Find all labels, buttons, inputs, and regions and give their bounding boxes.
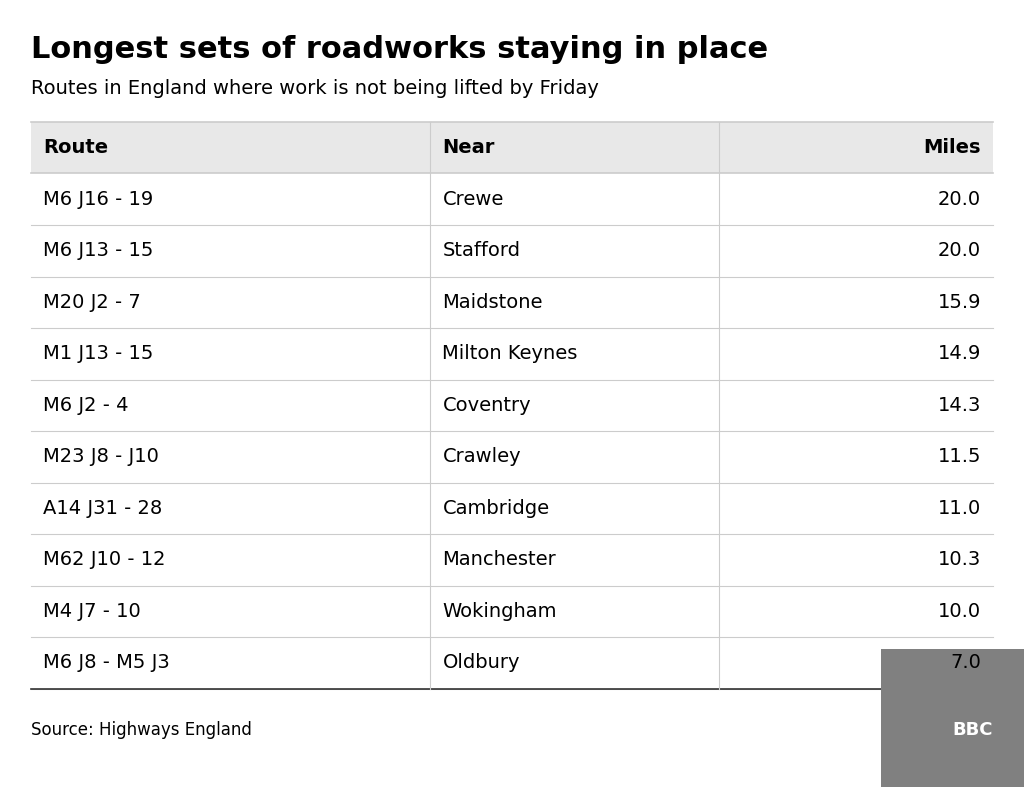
Text: M4 J7 - 10: M4 J7 - 10 (43, 602, 140, 621)
Text: Crewe: Crewe (442, 190, 504, 209)
Text: 11.0: 11.0 (938, 499, 981, 518)
Text: M6 J16 - 19: M6 J16 - 19 (43, 190, 154, 209)
Text: Near: Near (442, 139, 495, 157)
Text: Routes in England where work is not being lifted by Friday: Routes in England where work is not bein… (31, 79, 599, 98)
Text: Oldbury: Oldbury (442, 653, 520, 672)
Text: M1 J13 - 15: M1 J13 - 15 (43, 344, 154, 364)
Text: 10.3: 10.3 (938, 550, 981, 569)
Text: A14 J31 - 28: A14 J31 - 28 (43, 499, 162, 518)
Text: Miles: Miles (924, 139, 981, 157)
Text: Route: Route (43, 139, 109, 157)
Text: 10.0: 10.0 (938, 602, 981, 621)
Text: Wokingham: Wokingham (442, 602, 557, 621)
Text: M6 J2 - 4: M6 J2 - 4 (43, 396, 128, 415)
Text: M62 J10 - 12: M62 J10 - 12 (43, 550, 166, 569)
Text: 20.0: 20.0 (938, 242, 981, 260)
Text: Maidstone: Maidstone (442, 293, 543, 312)
Text: 7.0: 7.0 (950, 653, 981, 672)
Text: Crawley: Crawley (442, 447, 521, 467)
Text: M6 J13 - 15: M6 J13 - 15 (43, 242, 154, 260)
Text: Milton Keynes: Milton Keynes (442, 344, 578, 364)
Text: Cambridge: Cambridge (442, 499, 550, 518)
Text: Longest sets of roadworks staying in place: Longest sets of roadworks staying in pla… (31, 35, 768, 65)
Text: M23 J8 - J10: M23 J8 - J10 (43, 447, 159, 467)
Text: Source: Highways England: Source: Highways England (31, 721, 252, 739)
Text: Manchester: Manchester (442, 550, 556, 569)
Text: 20.0: 20.0 (938, 190, 981, 209)
Text: BBC: BBC (952, 721, 993, 739)
Text: Coventry: Coventry (442, 396, 531, 415)
Text: 14.9: 14.9 (938, 344, 981, 364)
Text: 14.3: 14.3 (938, 396, 981, 415)
Text: 11.5: 11.5 (938, 447, 981, 467)
Text: 15.9: 15.9 (938, 293, 981, 312)
Text: M20 J2 - 7: M20 J2 - 7 (43, 293, 140, 312)
Text: M6 J8 - M5 J3: M6 J8 - M5 J3 (43, 653, 170, 672)
Text: Stafford: Stafford (442, 242, 520, 260)
